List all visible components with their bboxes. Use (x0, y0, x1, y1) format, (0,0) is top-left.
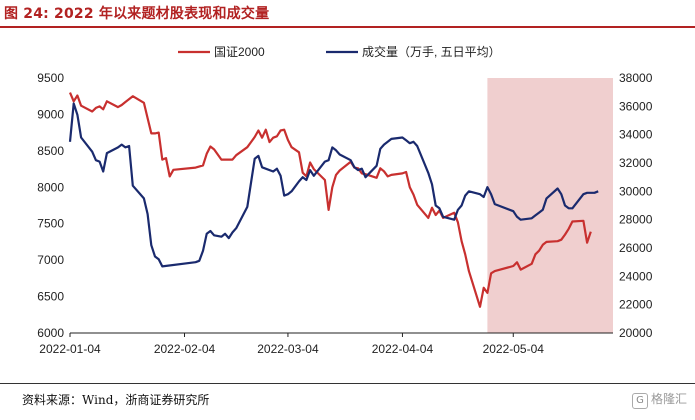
y-left-tick-label-2: 7000 (37, 253, 64, 267)
y-right-tick-label-8: 36000 (619, 99, 653, 113)
watermark: G 格隆汇 (631, 390, 687, 409)
x-tick-label-2: 2022-03-04 (257, 342, 319, 356)
y-left-tick-label-1: 6500 (37, 290, 64, 304)
y-right-tick-label-5: 30000 (619, 184, 653, 198)
y-right-tick-label-3: 26000 (619, 241, 653, 255)
y-left-tick-label-3: 7500 (37, 217, 64, 231)
y-right-tick-label-1: 22000 (619, 298, 653, 312)
axes: 2022-01-04 2022-02-04 2022-03-04 2022-04-04… (37, 71, 652, 356)
title-rule (0, 26, 695, 28)
legend: 国证2000 成交量（万手, 五日平均） (178, 44, 501, 59)
x-tick-label-3: 2022-04-04 (372, 342, 434, 356)
line-chart: 2022-01-04 2022-02-04 2022-03-04 2022-04-04… (37, 44, 652, 356)
source-note: 资料来源：Wind，浙商证券研究所 (22, 393, 210, 407)
y-left-tick-label-0: 6000 (37, 326, 64, 340)
chart-title: 图 24: 2022 年以来题材股表现和成交量 (4, 6, 270, 22)
shaded-region (487, 78, 613, 333)
x-tick-label-1: 2022-02-04 (154, 342, 216, 356)
y-right-tick-label-4: 28000 (619, 213, 653, 227)
y-right-tick-label-2: 24000 (619, 269, 653, 283)
source-rule (0, 383, 695, 384)
y-right-tick-label-0: 20000 (619, 326, 653, 340)
y-left-tick-label-7: 9500 (37, 71, 64, 85)
watermark-text: 格隆汇 (650, 392, 687, 406)
legend-label-series-0: 国证2000 (214, 45, 265, 59)
series-line-1 (68, 102, 599, 268)
series-layer (68, 92, 599, 308)
x-tick-label-4: 2022-05-04 (483, 342, 545, 356)
watermark-logo-icon: G (631, 393, 648, 409)
y-right-tick-label-6: 32000 (619, 156, 653, 170)
y-right-tick-label-9: 38000 (619, 71, 653, 85)
x-tick-label-0: 2022-01-04 (39, 342, 101, 356)
y-right-tick-label-7: 34000 (619, 128, 653, 142)
series-line-0 (68, 92, 592, 308)
y-left-tick-label-6: 9000 (37, 107, 64, 121)
legend-label-series-1: 成交量（万手, 五日平均） (362, 44, 501, 59)
y-left-tick-label-4: 8000 (37, 180, 64, 194)
y-left-tick-label-5: 8500 (37, 144, 64, 158)
